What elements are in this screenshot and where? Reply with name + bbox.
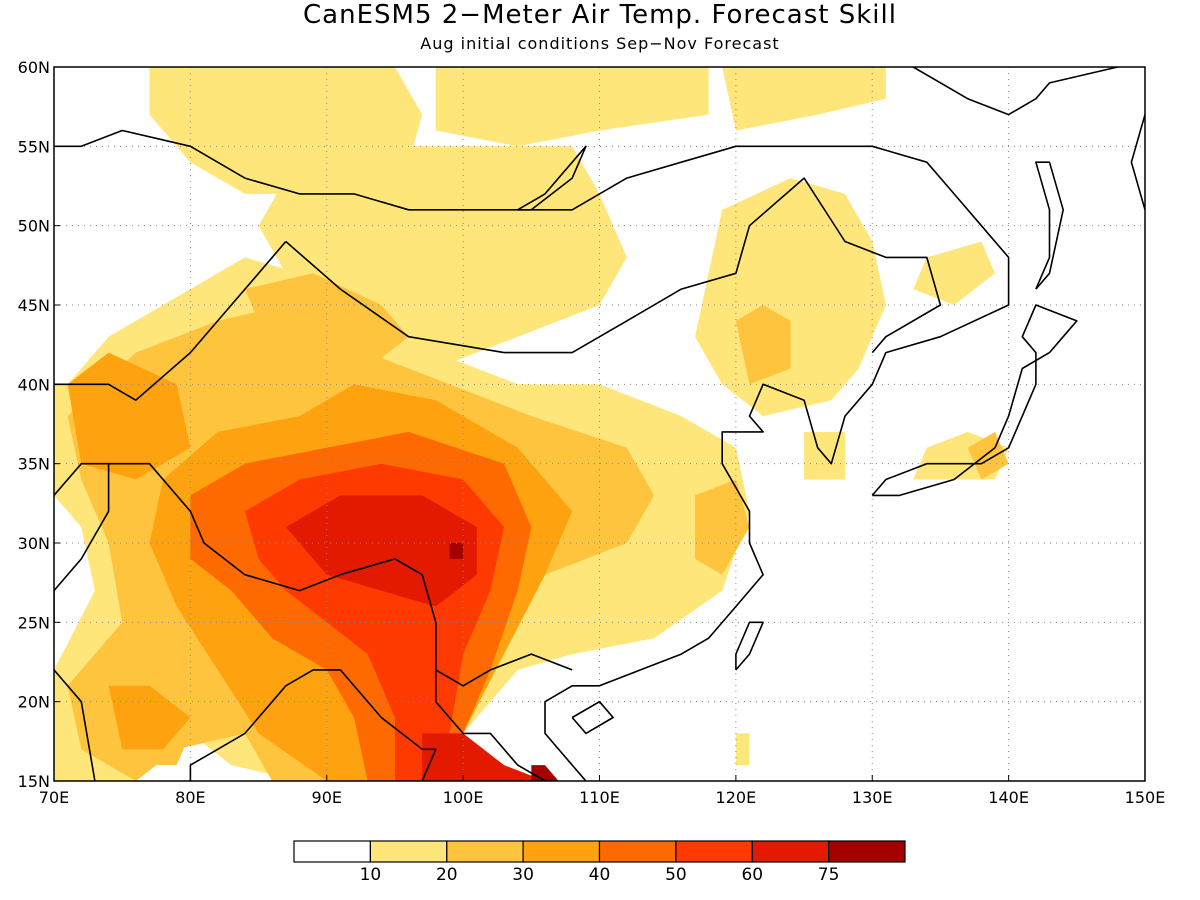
coastline-borders-himalaya xyxy=(108,462,573,687)
region-siberia-20 xyxy=(244,273,409,369)
lon-tick-label: 80E xyxy=(175,788,205,807)
coastline-borders-west xyxy=(54,240,287,402)
longitude-axis: 70E 80E 90E 100E 110E 120E 130E 140E 150E xyxy=(39,775,1166,807)
colorbar-label: 20 xyxy=(436,865,458,885)
coastline-bay-of-bengal xyxy=(189,669,437,781)
coastline-borders-indochina xyxy=(434,622,546,781)
region-japan-20 xyxy=(967,431,1009,480)
lon-tick-label: 130E xyxy=(852,788,893,807)
coastlines xyxy=(54,67,1145,781)
region-far-east-north xyxy=(913,241,995,305)
lat-tick-label: 15N xyxy=(18,772,50,791)
colorbar: 10 20 30 40 50 60 75 xyxy=(293,840,906,885)
map-subtitle: Aug initial conditions Sep−Nov Forecast xyxy=(420,34,780,53)
region-indochina-60 xyxy=(422,733,545,781)
coastline-hainan xyxy=(571,700,614,735)
lat-tick-label: 55N xyxy=(18,137,50,156)
colorbar-label: 30 xyxy=(512,865,534,885)
lon-tick-label: 120E xyxy=(716,788,757,807)
coastline-okhotsk xyxy=(912,67,1118,116)
coastline-arabian-coast xyxy=(54,669,96,781)
colorbar-label: 10 xyxy=(360,865,382,885)
coastline-taiwan xyxy=(735,621,764,671)
map-title: CanESM5 2−Meter Air Temp. Forecast Skill xyxy=(303,0,897,30)
region-yunnan-75 xyxy=(449,543,464,559)
region-india-30 xyxy=(108,685,191,750)
lon-tick-label: 90E xyxy=(312,788,342,807)
region-east-china-20 xyxy=(695,479,750,575)
region-siberia-northeast xyxy=(722,67,886,131)
lon-tick-label: 110E xyxy=(579,788,620,807)
lon-tick-label: 70E xyxy=(39,788,69,807)
lat-tick-label: 45N xyxy=(18,296,50,315)
colorbar-swatch xyxy=(827,840,906,863)
coastline-sakhalin xyxy=(1035,161,1064,290)
colorbar-label: 40 xyxy=(589,865,611,885)
colorbar-swatch xyxy=(675,840,753,863)
colorbar-label: 75 xyxy=(818,865,840,885)
coastline-borders-india xyxy=(54,462,110,623)
region-manchuria-20 xyxy=(735,305,791,385)
colorbar-swatch xyxy=(522,840,601,863)
lon-tick-label: 140E xyxy=(988,788,1029,807)
coastline-japan xyxy=(871,304,1078,497)
lat-tick-label: 25N xyxy=(18,613,50,632)
lat-tick-label: 30N xyxy=(18,534,50,553)
region-manchuria xyxy=(695,178,886,417)
lat-tick-label: 60N xyxy=(18,58,50,77)
region-taiwan-band xyxy=(735,733,750,766)
colorbar-swatch xyxy=(293,840,372,863)
colorbar-swatch xyxy=(598,840,677,863)
lat-tick-label: 50N xyxy=(18,217,50,236)
region-tibet-60 xyxy=(285,495,477,607)
coastline-baikal xyxy=(517,145,587,211)
lat-tick-label: 20N xyxy=(18,693,50,712)
coastline-borders-china-north xyxy=(285,177,942,354)
latitude-axis: 15N 20N 25N 30N 35N 40N 45N 50N 55N 60N xyxy=(18,58,60,791)
lon-tick-label: 150E xyxy=(1125,788,1166,807)
lat-tick-label: 40N xyxy=(18,375,50,394)
colorbar-label: 60 xyxy=(741,865,763,885)
colorbar-label: 50 xyxy=(665,865,687,885)
coastline-kamchatka xyxy=(1130,67,1145,211)
region-siberia-central xyxy=(435,67,709,147)
coastline-eurasia-coast xyxy=(54,129,1010,781)
lon-tick-label: 100E xyxy=(443,788,484,807)
colorbar-swatch xyxy=(446,840,524,863)
colorbar-swatch xyxy=(369,840,448,863)
colorbar-swatch xyxy=(751,840,830,863)
lat-tick-label: 35N xyxy=(18,455,50,474)
